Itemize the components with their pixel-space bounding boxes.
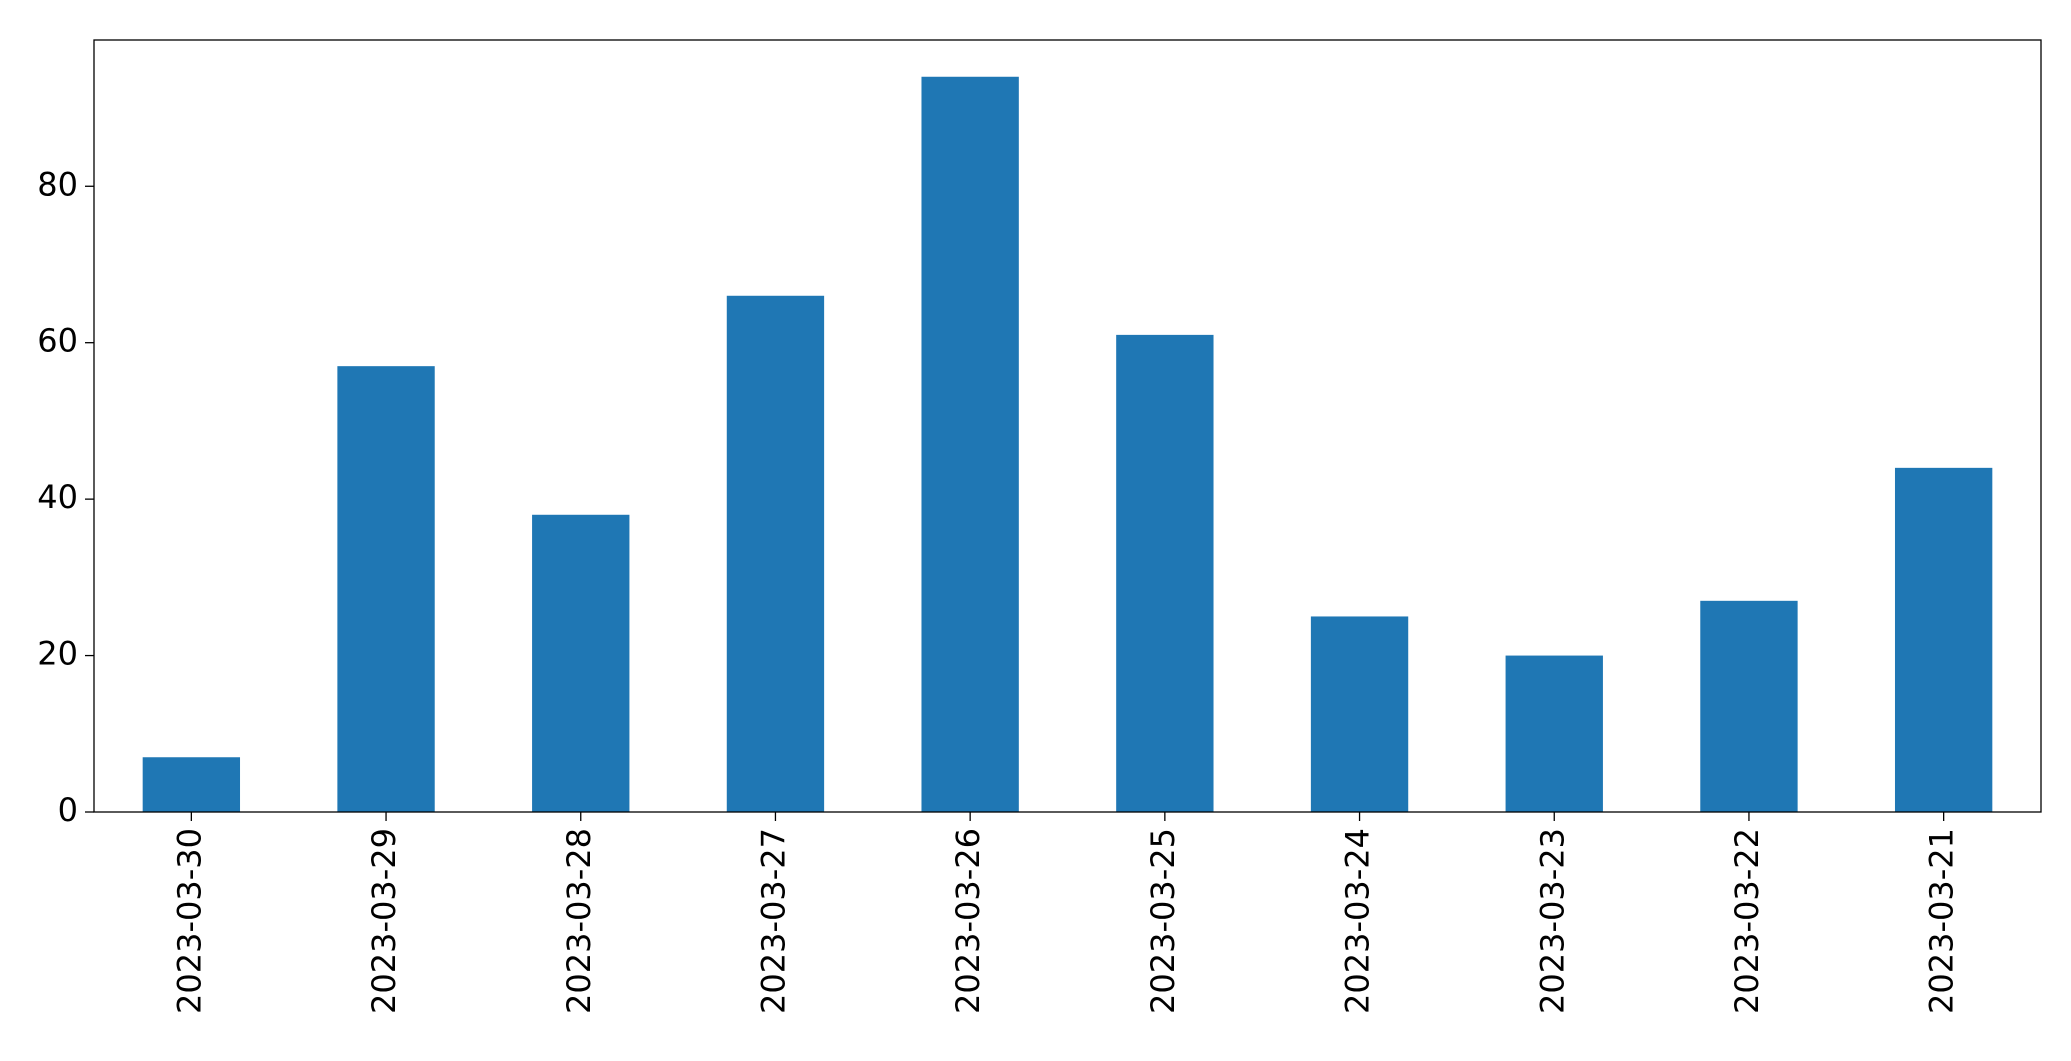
- bar: [726, 295, 825, 812]
- y-tick-label: 0: [58, 791, 78, 829]
- plot-frame: [93, 39, 2042, 813]
- x-tick-label: 2023-03-29: [365, 828, 403, 1014]
- bar: [337, 366, 435, 812]
- bar: [921, 76, 1019, 812]
- x-tick-label: 2023-03-21: [1923, 828, 1961, 1014]
- x-tick-label: 2023-03-30: [170, 828, 208, 1014]
- y-tick-label: 60: [37, 322, 78, 360]
- bar: [1700, 600, 1798, 812]
- x-tick-label: 2023-03-23: [1533, 828, 1571, 1014]
- x-tick-label: 2023-03-22: [1728, 828, 1766, 1014]
- bar: [1310, 616, 1409, 812]
- x-tick-label: 2023-03-26: [949, 828, 987, 1014]
- bar: [1505, 655, 1603, 812]
- bar: [1116, 334, 1214, 812]
- x-tick-label: 2023-03-24: [1339, 828, 1377, 1014]
- bar: [1894, 467, 1993, 812]
- y-tick-label: 20: [37, 635, 78, 673]
- x-tick-label: 2023-03-25: [1144, 828, 1182, 1014]
- x-tick-label: 2023-03-28: [560, 828, 598, 1014]
- y-tick-label: 80: [37, 165, 78, 203]
- x-tick-label: 2023-03-27: [754, 828, 792, 1014]
- y-tick-label: 40: [37, 478, 78, 516]
- bar: [142, 757, 241, 812]
- bar: [532, 514, 630, 812]
